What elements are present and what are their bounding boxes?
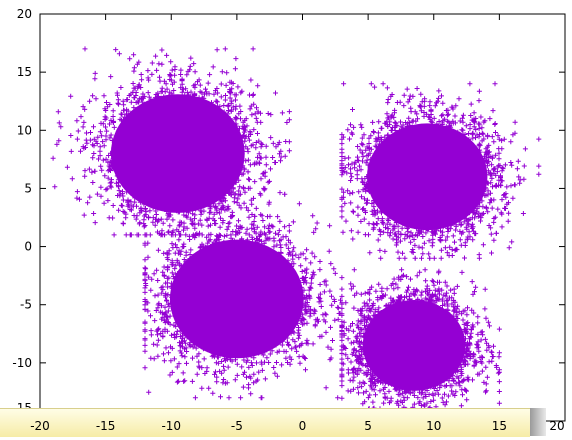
y-tick-label: 20 xyxy=(17,7,32,21)
scatter-points xyxy=(50,46,542,424)
y-tick-label: -5 xyxy=(20,298,32,312)
scatter-markers xyxy=(50,46,542,424)
y-tick-label: 0 xyxy=(24,240,32,254)
cluster-core xyxy=(169,239,304,359)
bottom-overlay-edge xyxy=(530,408,546,436)
bottom-overlay-bar xyxy=(0,408,530,437)
y-tick-label: 15 xyxy=(17,65,32,79)
y-tick-label: -10 xyxy=(12,356,32,370)
plot-frame xyxy=(39,13,566,422)
cluster-core xyxy=(110,94,245,213)
y-tick-label: 5 xyxy=(24,181,32,195)
cluster-core xyxy=(362,299,466,391)
cluster-core xyxy=(366,123,488,231)
y-tick-label: 10 xyxy=(17,123,32,137)
